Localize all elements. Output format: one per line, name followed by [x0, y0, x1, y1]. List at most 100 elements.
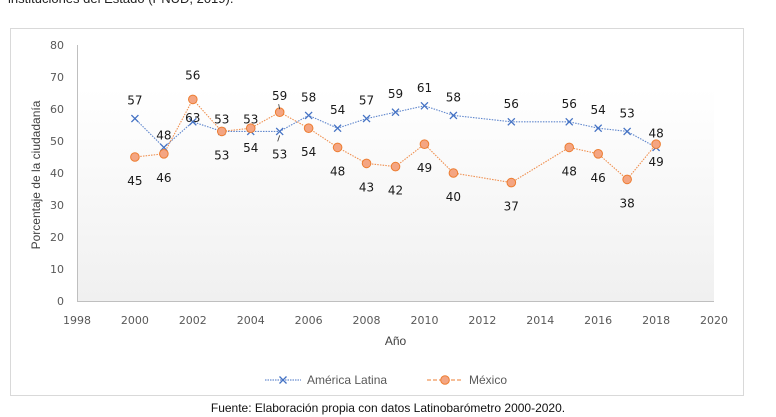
x-tick-label: 2004	[237, 314, 265, 327]
mexico-data-label: 49	[648, 155, 663, 169]
mexico-data-label: 59	[272, 89, 287, 103]
america-latina-data-label: 53	[272, 147, 287, 161]
mexico-point-marker	[448, 168, 459, 178]
y-axis-ticks: 0 10 20 30 40 50 60 70 80	[50, 39, 64, 308]
america-latina-point-marker	[333, 124, 342, 133]
america-latina-point-marker	[623, 127, 632, 136]
mexico-data-label: 54	[301, 145, 316, 159]
mexico-point-marker	[216, 126, 227, 137]
mexico-data-label: 46	[156, 171, 171, 185]
america-latina-point-marker	[188, 117, 197, 126]
mexico-point-marker	[332, 142, 343, 153]
mexico-data-label: 42	[388, 184, 403, 198]
series-layer	[130, 94, 661, 188]
mexico-point-marker	[390, 161, 401, 172]
legend-label: América Latina	[307, 373, 387, 387]
x-tick-label: 2010	[410, 314, 438, 327]
mexico-point-marker	[159, 149, 169, 159]
america-latina-point-marker	[507, 117, 516, 126]
america-latina-point-marker	[130, 114, 139, 123]
mexico-data-label: 54	[243, 141, 258, 155]
y-tick-label: 20	[50, 231, 64, 244]
america-latina-data-label: 61	[417, 81, 432, 95]
x-tick-label: 2012	[468, 314, 496, 327]
mexico-point-marker	[245, 123, 256, 133]
plot-area-background	[77, 88, 714, 301]
america-latina-data-label: 48	[156, 128, 171, 142]
america-latina-point-marker	[594, 124, 603, 133]
y-tick-label: 10	[50, 263, 64, 276]
mexico-data-label: 48	[562, 164, 577, 178]
y-tick-label: 30	[50, 199, 64, 212]
mexico-point-marker	[303, 123, 314, 133]
mexico-data-label: 37	[504, 200, 519, 214]
y-tick-label: 60	[50, 103, 64, 116]
x-tick-label: 2016	[584, 314, 612, 327]
mexico-point-marker	[593, 149, 603, 159]
america-latina-data-label: 56	[562, 97, 577, 111]
america-latina-data-label: 59	[388, 87, 403, 101]
y-tick-label: 80	[50, 39, 64, 52]
legend-item-america-latina: América Latina	[265, 373, 387, 387]
mexico-data-label: 45	[127, 174, 142, 188]
america-latina-data-label: 54	[330, 103, 345, 117]
america-latina-data-label: 53	[214, 112, 229, 126]
mexico-data-label: 46	[591, 171, 606, 185]
mexico-data-label: 63	[185, 111, 200, 125]
x-tick-label: 2014	[526, 314, 554, 327]
x-axis-title: Año	[385, 334, 407, 348]
mexico-data-label: 40	[446, 190, 461, 204]
america-latina-label-leader-line	[277, 135, 281, 142]
legend-label: México	[469, 373, 507, 387]
america-latina-data-label: 56	[185, 68, 200, 82]
america-latina-data-label: 58	[446, 90, 461, 104]
america-latina-data-label: 53	[243, 112, 258, 126]
america-latina-data-label: 58	[301, 90, 316, 104]
america-latina-data-label: 53	[619, 106, 634, 120]
america-latina-data-label: 57	[127, 94, 142, 108]
x-axis-ticks: 1998 2000 2002 2004 2006 2008 2010 2012 2014 2016…	[63, 314, 728, 327]
y-tick-label: 70	[50, 71, 64, 84]
legend-circle-marker-icon	[440, 375, 450, 385]
mexico-point-marker	[361, 158, 372, 169]
america-latina-point-marker	[275, 127, 284, 136]
legend-x-marker-icon	[279, 376, 287, 384]
america-latina-data-label: 54	[591, 103, 606, 117]
mexico-point-marker	[419, 139, 430, 149]
x-tick-label: 2020	[700, 314, 728, 327]
america-latina-point-marker	[391, 108, 400, 117]
america-latina-point-marker	[420, 101, 429, 110]
america-latina-data-label: 56	[504, 97, 519, 111]
mexico-point-marker	[651, 139, 661, 149]
data-labels-layer: 57 48 56 53 53 53 58 54 57 59 61 58 56 56 54 53 48 45 46 63…	[127, 68, 663, 213]
mexico-data-label: 38	[619, 196, 634, 210]
america-latina-point-marker	[565, 117, 574, 126]
mexico-point-marker	[506, 177, 517, 188]
x-tick-label: 2002	[179, 314, 207, 327]
america-latina-point-marker	[304, 111, 313, 120]
x-tick-label: 2018	[642, 314, 670, 327]
mexico-point-marker	[564, 142, 575, 153]
mexico-label-leader-line	[278, 104, 281, 110]
x-tick-label: 2000	[121, 314, 149, 327]
mexico-data-label: 43	[359, 180, 374, 194]
y-tick-label: 50	[50, 135, 64, 148]
mexico-data-label: 48	[330, 164, 345, 178]
preceding-paragraph-text: instituciones del Estado (PNUD, 2019).	[8, 0, 233, 6]
mexico-point-marker	[130, 152, 140, 162]
x-tick-label: 2006	[295, 314, 323, 327]
y-tick-label: 40	[50, 167, 64, 180]
mexico-point-marker	[622, 174, 632, 185]
source-caption: Fuente: Elaboración propia con datos Lat…	[210, 401, 566, 415]
y-axis-title: Porcentaje de la ciudadanía	[29, 100, 43, 249]
mexico-data-label: 53	[214, 148, 229, 162]
america-latina-data-label: 57	[359, 94, 374, 108]
america-latina-point-marker	[449, 111, 458, 120]
mexico-data-label: 49	[417, 161, 432, 175]
legend-item-mexico: México	[427, 373, 507, 387]
legend: América Latina México	[265, 373, 507, 387]
x-tick-label: 1998	[63, 314, 91, 327]
y-tick-label: 0	[57, 295, 64, 308]
mexico-point-marker	[188, 94, 198, 105]
